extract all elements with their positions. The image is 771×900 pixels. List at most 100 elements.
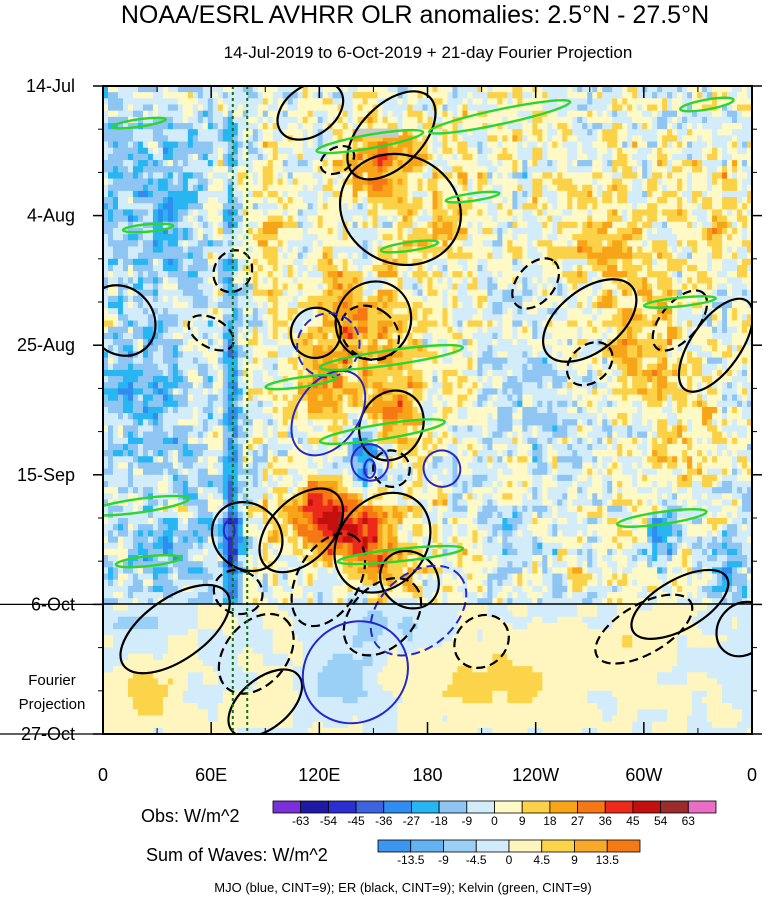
heatmap-cell [362, 314, 369, 322]
heatmap-cell [222, 123, 229, 130]
heatmap-cell [427, 258, 434, 266]
heatmap-cell [237, 197, 244, 204]
heatmap-cell [197, 320, 204, 328]
heatmap-cell [597, 147, 603, 155]
heatmap-cell [317, 160, 324, 167]
heatmap-cell [327, 166, 334, 173]
heatmap-cell [282, 264, 289, 272]
heatmap-cell [312, 246, 319, 254]
heatmap-cell [322, 203, 329, 211]
heatmap-cell [527, 116, 533, 124]
heatmap-cell [287, 277, 294, 285]
heatmap-cell [112, 110, 119, 118]
heatmap-cell [552, 209, 558, 217]
heatmap-cell [662, 98, 668, 106]
heatmap-cell [462, 92, 469, 99]
heatmap-cell [127, 92, 134, 99]
heatmap-cell [257, 215, 264, 223]
heatmap-cell [197, 141, 204, 149]
heatmap-cell [502, 197, 508, 204]
heatmap-cell [602, 264, 608, 272]
heatmap-cell [107, 289, 114, 297]
heatmap-cell [317, 289, 324, 297]
heatmap-cell [392, 302, 399, 309]
heatmap-cell [547, 209, 553, 217]
heatmap-cell [422, 221, 429, 229]
heatmap-cell [737, 92, 743, 99]
heatmap-cell [542, 277, 548, 285]
heatmap-cell [712, 86, 718, 93]
heatmap-cell [297, 166, 304, 173]
heatmap-cell [317, 302, 324, 309]
heatmap-cell [427, 271, 434, 278]
heatmap-cell [557, 203, 563, 211]
heatmap-cell [722, 160, 728, 167]
heatmap-cell [207, 116, 214, 124]
heatmap-cell [667, 227, 673, 235]
heatmap-cell [692, 116, 698, 124]
heatmap-cell [352, 246, 359, 254]
heatmap-cell [587, 197, 593, 204]
heatmap-cell [522, 314, 528, 322]
heatmap-cell [337, 314, 344, 322]
heatmap-cell [602, 104, 608, 112]
heatmap-cell [727, 252, 733, 260]
heatmap-cell [407, 295, 414, 303]
heatmap-cell [502, 221, 508, 229]
heatmap-cell [647, 147, 653, 155]
heatmap-cell [147, 209, 154, 217]
heatmap-cell [337, 172, 344, 180]
heatmap-cell [637, 172, 643, 180]
heatmap-cell [602, 283, 608, 291]
heatmap-cell [437, 110, 444, 118]
heatmap-cell [732, 314, 738, 322]
heatmap-cell [247, 153, 254, 161]
heatmap-cell [277, 141, 284, 149]
heatmap-cell [542, 178, 548, 186]
heatmap-cell [372, 92, 379, 99]
heatmap-cell [577, 135, 583, 143]
heatmap-cell [297, 215, 304, 223]
heatmap-cell [142, 209, 149, 217]
heatmap-cell [157, 141, 164, 149]
heatmap-cell [417, 197, 424, 204]
heatmap-cell [477, 289, 484, 297]
heatmap-cell [197, 246, 204, 254]
heatmap-cell [202, 98, 209, 106]
heatmap-cell [582, 184, 588, 192]
heatmap-cell [632, 215, 638, 223]
heatmap-cell [722, 123, 728, 130]
heatmap-cell [547, 172, 553, 180]
heatmap-cell [287, 184, 294, 192]
heatmap-cell [657, 129, 663, 136]
heatmap-cell [447, 271, 454, 278]
heatmap-cell [222, 92, 229, 99]
heatmap-cell [222, 320, 229, 328]
heatmap-cell [567, 289, 573, 297]
heatmap-cell [462, 221, 469, 229]
heatmap-cell [322, 178, 329, 186]
heatmap-cell [547, 153, 553, 161]
heatmap-cell [462, 283, 469, 291]
heatmap-cell [632, 153, 638, 161]
heatmap-cell [622, 258, 628, 266]
heatmap-cell [227, 240, 234, 248]
heatmap-cell [397, 123, 404, 130]
heatmap-cell [117, 197, 124, 204]
heatmap-cell [632, 172, 638, 180]
heatmap-cell [747, 314, 752, 322]
heatmap-cell [697, 289, 703, 297]
heatmap-cell [307, 129, 314, 136]
heatmap-cell [602, 123, 608, 130]
heatmap-cell [297, 92, 304, 99]
heatmap-cell [207, 166, 214, 173]
heatmap-cell [567, 147, 573, 155]
heatmap-cell [322, 98, 329, 106]
heatmap-cell [142, 129, 149, 136]
heatmap-cell [107, 227, 114, 235]
heatmap-cell [577, 264, 583, 272]
heatmap-cell [517, 289, 523, 297]
heatmap-cell [497, 302, 503, 309]
heatmap-cell [122, 302, 129, 309]
heatmap-cell [687, 234, 693, 241]
